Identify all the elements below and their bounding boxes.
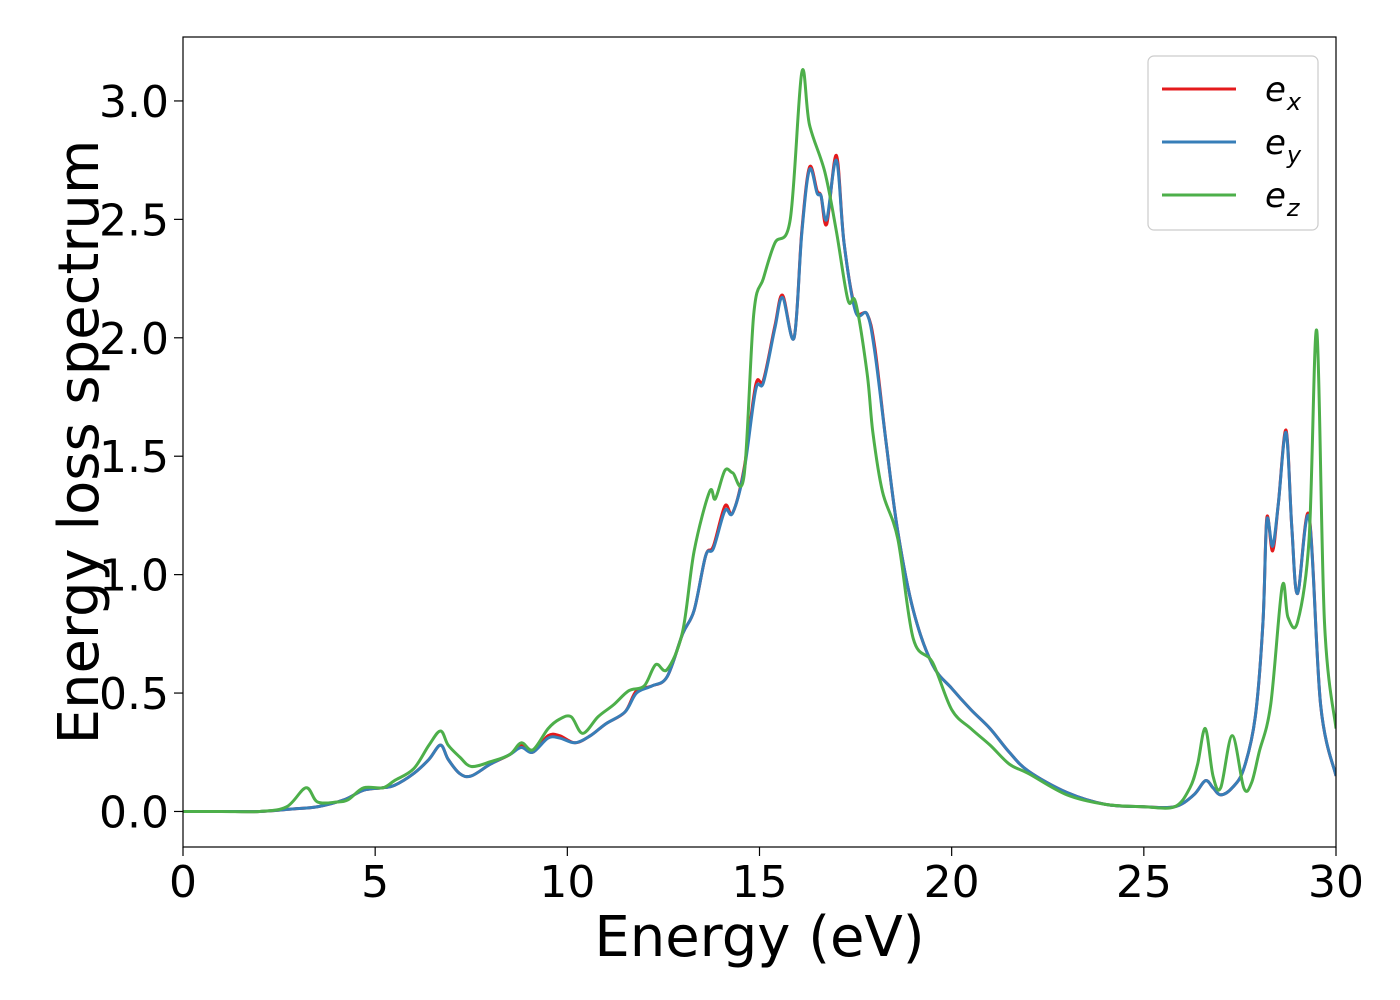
x-tick-label: 20 (924, 857, 980, 908)
x-axis-label: Energy (eV) (594, 905, 924, 970)
y-tick-label: 1.5 (99, 432, 169, 483)
y-tick-label: 2.5 (99, 195, 169, 246)
y-tick-label: 0.0 (99, 787, 169, 838)
x-tick-label: 0 (169, 857, 197, 908)
x-axis-ticks: 0 5 10 15 20 25 30 (169, 847, 1364, 908)
series-line-z (183, 68, 1336, 814)
x-tick-label: 15 (732, 857, 788, 908)
y-tick-label: 3.0 (99, 77, 169, 128)
x-tick-label: 10 (539, 857, 595, 908)
x-tick-label: 5 (361, 857, 389, 908)
y-tick-label: 0.5 (99, 669, 169, 720)
x-tick-label: 25 (1116, 857, 1172, 908)
y-axis-label: Energy loss spectrum (47, 140, 112, 745)
y-axis-ticks: 0.0 0.5 1.0 1.5 2.0 2.5 3.0 (99, 77, 183, 838)
y-tick-label: 2.0 (99, 314, 169, 365)
legend: ex ey ez (1147, 55, 1319, 231)
y-tick-label: 1.0 (99, 551, 169, 602)
series-layer (183, 68, 1336, 814)
legend-label-z: ez (1265, 176, 1301, 222)
x-tick-label: 30 (1308, 857, 1364, 908)
series-line-y (183, 158, 1336, 814)
legend-label-x: ex (1265, 70, 1302, 116)
legend-label-y: ey (1265, 123, 1302, 169)
